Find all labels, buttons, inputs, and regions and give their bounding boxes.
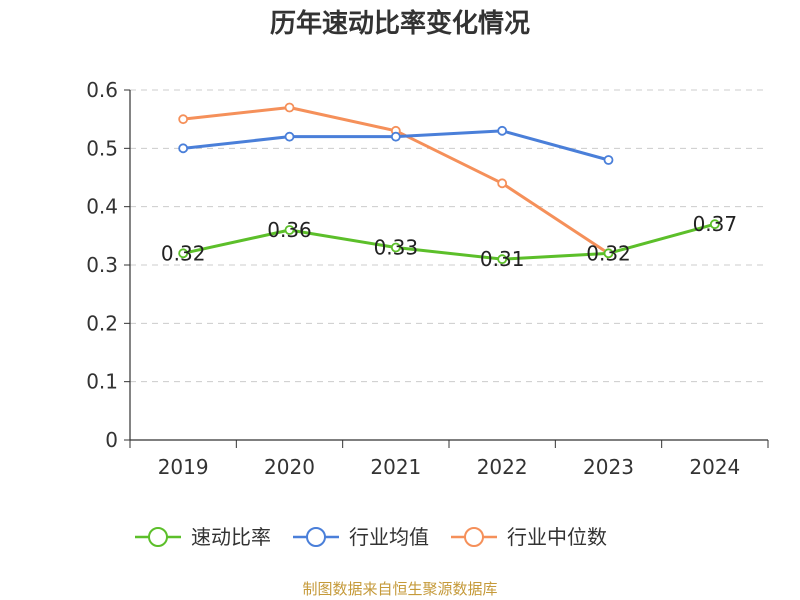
data-label: 0.36 bbox=[267, 218, 312, 242]
legend-label: 行业均值 bbox=[349, 525, 429, 549]
data-point[interactable] bbox=[497, 178, 508, 189]
data-point[interactable] bbox=[284, 131, 295, 142]
data-label: 0.33 bbox=[374, 236, 419, 260]
x-tick-label: 2022 bbox=[477, 455, 528, 479]
series-2 bbox=[178, 102, 614, 259]
x-tick-label: 2019 bbox=[158, 455, 209, 479]
x-tick-label: 2023 bbox=[583, 455, 634, 479]
axes: 0 0.1 0.2 0.3 0.4 0.5 0.6 2019 2020 2021 2022 2023 2… bbox=[86, 78, 769, 479]
legend[interactable]: 速动比率 行业均值 行业中位数 bbox=[135, 525, 607, 549]
y-tick-label: 0.4 bbox=[86, 195, 118, 219]
y-tick-label: 0.1 bbox=[86, 370, 118, 394]
series-lines bbox=[178, 102, 720, 265]
data-point[interactable] bbox=[497, 125, 508, 136]
series-line bbox=[182, 222, 716, 261]
data-point[interactable] bbox=[284, 225, 295, 235]
x-tick-label: 2020 bbox=[264, 455, 315, 479]
y-tick-label: 0 bbox=[105, 428, 118, 452]
chart-title: 历年速动比率变化情况 bbox=[270, 8, 530, 39]
data-point[interactable] bbox=[390, 131, 401, 142]
legend-item[interactable]: 速动比率 bbox=[135, 525, 271, 549]
data-point[interactable] bbox=[497, 254, 508, 265]
data-point[interactable] bbox=[390, 242, 401, 253]
y-tick-label: 0.6 bbox=[86, 78, 118, 102]
legend-item[interactable]: 行业均值 bbox=[293, 525, 429, 549]
legend-marker bbox=[306, 527, 326, 547]
x-tick-label: 2024 bbox=[689, 455, 740, 479]
legend-label: 行业中位数 bbox=[507, 525, 607, 549]
data-label: 0.32 bbox=[586, 241, 631, 265]
grid-lines bbox=[130, 89, 768, 383]
data-point[interactable] bbox=[709, 219, 720, 230]
data-point[interactable] bbox=[178, 114, 189, 125]
data-point[interactable] bbox=[603, 248, 614, 259]
y-tick-label: 0.5 bbox=[86, 136, 118, 160]
x-tick-label: 2021 bbox=[370, 455, 421, 479]
data-label: 0.32 bbox=[161, 241, 206, 265]
legend-item[interactable]: 行业中位数 bbox=[451, 525, 607, 549]
y-tick-label: 0.2 bbox=[86, 311, 118, 335]
data-label: 0.31 bbox=[480, 247, 525, 271]
data-point[interactable] bbox=[178, 143, 189, 154]
data-point[interactable] bbox=[178, 248, 189, 259]
legend-label: 速动比率 bbox=[191, 525, 271, 549]
data-point[interactable] bbox=[603, 155, 614, 165]
series-0 bbox=[178, 219, 720, 265]
data-labels: 0.32 0.36 0.33 0.31 0.32 0.37 bbox=[161, 212, 737, 271]
legend-marker bbox=[148, 527, 168, 547]
data-point[interactable] bbox=[284, 102, 295, 113]
source-note: 制图数据来自恒生聚源数据库 bbox=[302, 580, 497, 598]
data-label: 0.37 bbox=[693, 212, 738, 236]
legend-marker bbox=[464, 527, 484, 547]
series-1 bbox=[178, 125, 614, 165]
y-tick-label: 0.3 bbox=[86, 253, 118, 277]
